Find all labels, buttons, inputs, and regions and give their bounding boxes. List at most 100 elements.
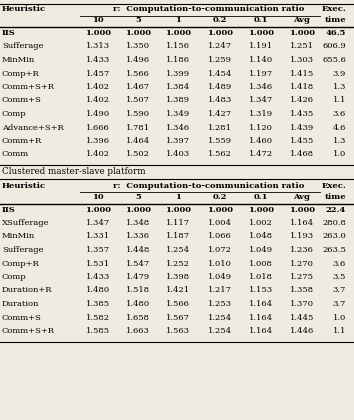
Text: 1.164: 1.164: [290, 219, 314, 227]
Text: 1.781: 1.781: [126, 123, 150, 131]
Text: Comp+R: Comp+R: [2, 69, 40, 78]
Text: 1.0: 1.0: [333, 313, 346, 321]
Text: 1.415: 1.415: [290, 69, 314, 78]
Text: IIS: IIS: [2, 29, 16, 37]
Text: 1.460: 1.460: [249, 137, 273, 145]
Text: r:  Computation-to-communication ratio: r: Computation-to-communication ratio: [113, 5, 305, 13]
Text: 1.666: 1.666: [86, 123, 110, 131]
Text: 1.254: 1.254: [166, 246, 190, 254]
Text: 5: 5: [135, 193, 141, 201]
Text: 1.358: 1.358: [290, 286, 314, 294]
Text: 3.6: 3.6: [333, 110, 346, 118]
Text: 1.445: 1.445: [290, 313, 314, 321]
Text: 1.251: 1.251: [290, 42, 314, 50]
Text: 46.5: 46.5: [326, 29, 346, 37]
Text: 1.336: 1.336: [126, 233, 150, 241]
Text: 1.389: 1.389: [166, 97, 190, 105]
Text: 1.247: 1.247: [208, 42, 232, 50]
Text: 0.1: 0.1: [254, 16, 268, 24]
Text: 1.403: 1.403: [166, 150, 190, 158]
Text: 1.357: 1.357: [86, 246, 110, 254]
Text: 1.303: 1.303: [290, 56, 314, 64]
Text: 1.346: 1.346: [166, 123, 190, 131]
Text: Avg: Avg: [293, 193, 310, 201]
Text: 1.000: 1.000: [207, 29, 233, 37]
Text: 1.275: 1.275: [290, 273, 314, 281]
Text: 1.049: 1.049: [249, 246, 273, 254]
Text: Comm+S: Comm+S: [2, 97, 42, 105]
Text: 1.464: 1.464: [126, 137, 150, 145]
Text: 0.2: 0.2: [213, 16, 227, 24]
Text: Duration+R: Duration+R: [2, 286, 52, 294]
Text: time: time: [324, 193, 346, 201]
Text: 1.398: 1.398: [166, 273, 190, 281]
Text: 1.120: 1.120: [249, 123, 273, 131]
Text: 1.531: 1.531: [86, 260, 110, 268]
Text: 10: 10: [92, 193, 104, 201]
Text: 1.066: 1.066: [208, 233, 232, 241]
Text: 1.331: 1.331: [86, 233, 110, 241]
Text: time: time: [324, 16, 346, 24]
Text: 1.000: 1.000: [125, 205, 151, 213]
Text: 1.217: 1.217: [208, 286, 232, 294]
Text: 1.000: 1.000: [165, 205, 191, 213]
Text: 5: 5: [135, 16, 141, 24]
Text: 1.000: 1.000: [248, 29, 274, 37]
Text: 1.254: 1.254: [208, 327, 232, 335]
Text: 1.186: 1.186: [166, 56, 190, 64]
Text: 1.448: 1.448: [126, 246, 150, 254]
Text: Comm+R: Comm+R: [2, 137, 42, 145]
Text: 1.193: 1.193: [290, 233, 314, 241]
Text: 3.9: 3.9: [333, 69, 346, 78]
Text: Comm+S: Comm+S: [2, 313, 42, 321]
Text: 1.350: 1.350: [126, 42, 150, 50]
Text: 3.7: 3.7: [333, 300, 346, 308]
Text: Comm+S+R: Comm+S+R: [2, 327, 55, 335]
Text: 0.2: 0.2: [213, 193, 227, 201]
Text: 1.187: 1.187: [166, 233, 190, 241]
Text: 1.0: 1.0: [333, 150, 346, 158]
Text: 1.421: 1.421: [166, 286, 190, 294]
Text: 1.547: 1.547: [126, 260, 150, 268]
Text: 1.480: 1.480: [86, 286, 110, 294]
Text: 1.048: 1.048: [249, 233, 273, 241]
Text: Comm+S+R: Comm+S+R: [2, 83, 55, 91]
Text: 1.563: 1.563: [166, 327, 190, 335]
Text: 1.347: 1.347: [86, 219, 110, 227]
Text: 1.153: 1.153: [249, 286, 273, 294]
Text: 1: 1: [175, 16, 181, 24]
Text: 1.000: 1.000: [289, 29, 315, 37]
Text: 1.384: 1.384: [166, 83, 190, 91]
Text: 1.433: 1.433: [86, 273, 110, 281]
Text: 1.399: 1.399: [166, 69, 190, 78]
Text: Clustered master-slave platform: Clustered master-slave platform: [2, 167, 145, 176]
Text: 1.002: 1.002: [249, 219, 273, 227]
Text: MinMin: MinMin: [2, 56, 35, 64]
Text: 1.000: 1.000: [289, 205, 315, 213]
Text: 1.156: 1.156: [166, 42, 190, 50]
Text: 4.6: 4.6: [333, 123, 346, 131]
Text: 1.117: 1.117: [166, 219, 190, 227]
Text: 1.000: 1.000: [85, 29, 111, 37]
Text: 1.590: 1.590: [126, 110, 150, 118]
Text: 1.566: 1.566: [166, 300, 190, 308]
Text: 263.5: 263.5: [322, 246, 346, 254]
Text: Comp: Comp: [2, 273, 27, 281]
Text: Heuristic: Heuristic: [2, 5, 46, 13]
Text: IIS: IIS: [2, 205, 16, 213]
Text: 1.319: 1.319: [249, 110, 273, 118]
Text: 1.1: 1.1: [333, 97, 346, 105]
Text: 1.435: 1.435: [290, 110, 314, 118]
Text: 1.427: 1.427: [208, 110, 232, 118]
Text: Heuristic: Heuristic: [2, 181, 46, 189]
Text: 1.468: 1.468: [290, 150, 314, 158]
Text: 3.5: 3.5: [333, 273, 346, 281]
Text: 1.489: 1.489: [208, 83, 232, 91]
Text: 0.1: 0.1: [254, 193, 268, 201]
Text: 1.663: 1.663: [126, 327, 150, 335]
Text: 3.6: 3.6: [333, 260, 346, 268]
Text: 1.018: 1.018: [249, 273, 273, 281]
Text: 1.252: 1.252: [166, 260, 190, 268]
Text: Duration: Duration: [2, 300, 39, 308]
Text: 1.402: 1.402: [86, 83, 110, 91]
